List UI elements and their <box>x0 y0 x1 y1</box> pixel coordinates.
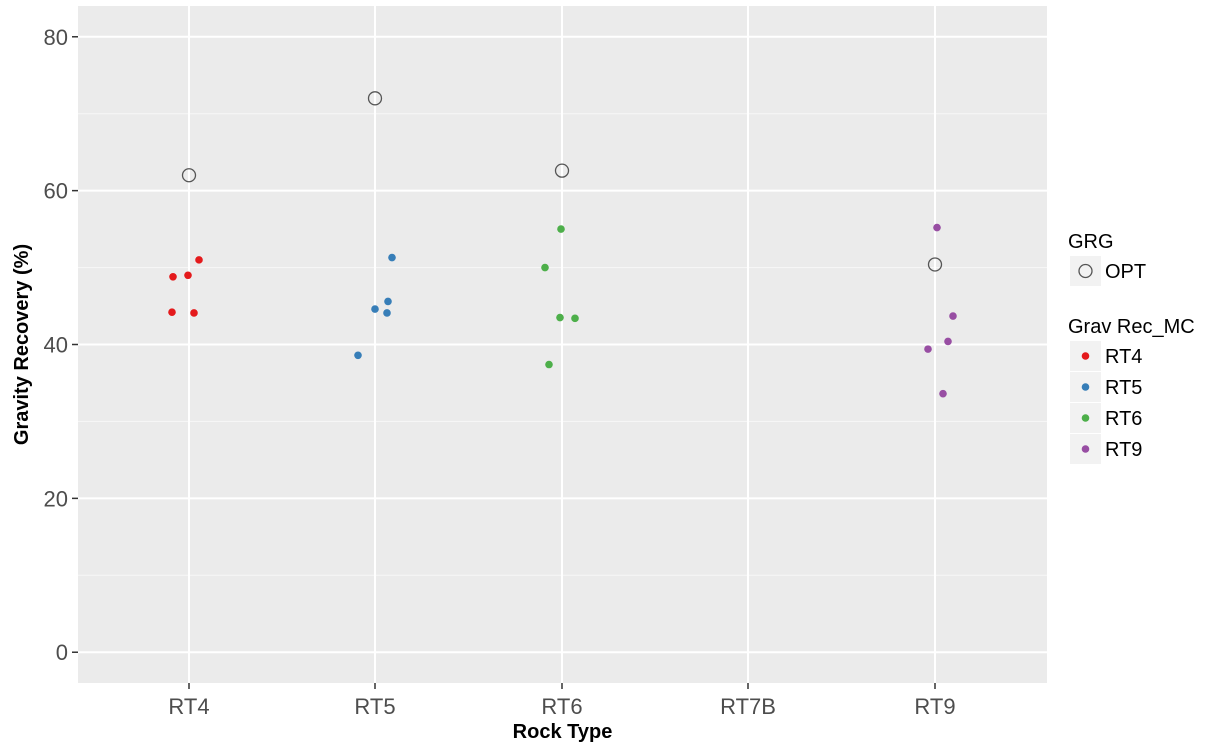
point-rt5 <box>354 351 362 360</box>
point-rt9 <box>944 337 952 346</box>
point-rt9 <box>949 312 957 320</box>
point-opt-rt9 <box>927 257 943 272</box>
point-rt4 <box>195 256 203 264</box>
x-tick-label: RT4 <box>168 694 209 719</box>
legend-label: RT6 <box>1105 408 1142 430</box>
y-tick-label: 60 <box>44 179 68 204</box>
point-rt9 <box>933 223 941 232</box>
point-rt5 <box>388 253 396 262</box>
legend-label: OPT <box>1105 261 1146 283</box>
data-points <box>168 91 957 398</box>
point-rt5 <box>384 297 392 306</box>
legend-key-opt <box>1078 263 1093 279</box>
point-rt4 <box>168 308 176 316</box>
point-rt4 <box>184 271 192 280</box>
legend: GRG OPT Grav Rec_MC RT4 RT5 RT6 RT9 <box>1068 231 1195 464</box>
x-axis-title: Rock Type <box>513 721 613 743</box>
point-rt6 <box>541 263 549 272</box>
x-tick-label: RT9 <box>914 694 955 719</box>
point-rt6 <box>556 313 564 322</box>
legend-key-rt5 <box>1081 383 1090 391</box>
point-rt9 <box>924 345 932 353</box>
point-rt9 <box>939 389 947 398</box>
point-rt5 <box>371 305 379 313</box>
y-tick-label: 80 <box>44 25 68 50</box>
point-rt6 <box>545 360 553 369</box>
legend-label: RT9 <box>1105 439 1142 461</box>
point-opt-rt4 <box>181 168 197 183</box>
point-rt6 <box>571 314 579 323</box>
legend-key-background <box>1070 256 1101 286</box>
point-rt4 <box>190 309 198 317</box>
legend-label: RT5 <box>1105 377 1142 399</box>
major-gridlines <box>78 6 1047 683</box>
point-opt-rt5 <box>367 91 383 106</box>
x-tick-label: RT5 <box>354 694 395 719</box>
x-tick-label: RT7B <box>720 694 776 719</box>
legend-label: RT4 <box>1105 346 1142 368</box>
legend-key-rt9 <box>1081 445 1090 453</box>
y-tick-label: 40 <box>44 333 68 358</box>
x-axis-ticks: RT4 RT5 RT6 RT7B RT9 <box>168 683 956 719</box>
point-rt4 <box>169 273 177 281</box>
legend-key-rt6 <box>1081 414 1090 422</box>
legend-key-rt4 <box>1081 352 1090 360</box>
legend-title: Grav Rec_MC <box>1068 316 1195 338</box>
y-tick-label: 20 <box>44 486 68 511</box>
y-axis-ticks: 0 20 40 60 80 <box>44 25 78 665</box>
point-rt5 <box>383 309 391 317</box>
legend-title: GRG <box>1068 231 1114 253</box>
point-rt6 <box>557 225 565 233</box>
point-opt-rt6 <box>554 163 570 178</box>
y-axis-title: Gravity Recovery (%) <box>11 244 33 445</box>
x-tick-label: RT6 <box>541 694 582 719</box>
y-tick-label: 0 <box>56 640 68 665</box>
